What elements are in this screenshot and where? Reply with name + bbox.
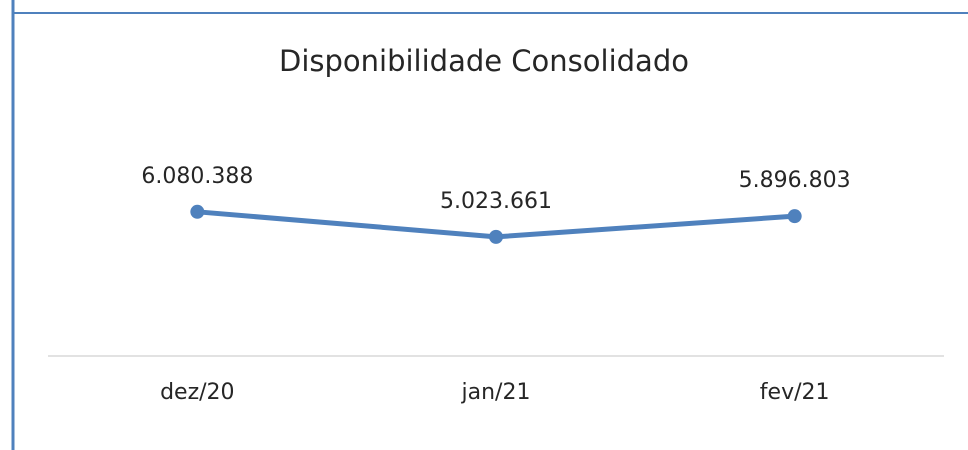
chart-title: Disponibilidade Consolidado bbox=[279, 44, 689, 78]
data-label: 5.896.803 bbox=[739, 168, 851, 193]
data-label: 5.023.661 bbox=[440, 189, 552, 214]
data-label: 6.080.388 bbox=[141, 164, 253, 189]
x-tick-label: jan/21 bbox=[461, 380, 531, 405]
data-point bbox=[190, 204, 205, 219]
x-tick-label: fev/21 bbox=[760, 380, 830, 405]
data-point bbox=[787, 209, 802, 224]
data-point bbox=[489, 229, 503, 244]
x-tick-label: dez/20 bbox=[160, 380, 234, 405]
